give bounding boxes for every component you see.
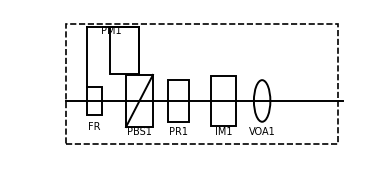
Bar [168,80,189,122]
Text: PBS1: PBS1 [127,127,152,137]
Text: PM1: PM1 [102,26,122,36]
Bar [88,87,102,115]
Text: VOA1: VOA1 [249,127,276,137]
Bar [126,75,153,127]
Text: FR: FR [88,122,101,132]
Ellipse shape [254,80,270,122]
Text: IM1: IM1 [215,127,232,137]
Text: PR1: PR1 [169,127,188,137]
Bar [110,27,139,74]
Bar [210,76,236,126]
